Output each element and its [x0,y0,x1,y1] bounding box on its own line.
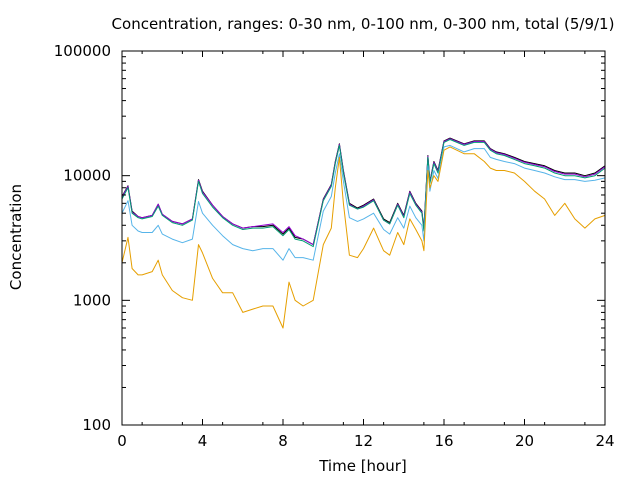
x-tick-label: 8 [278,432,288,450]
y-tick-label: 1000 [73,291,111,309]
x-tick-label: 20 [515,432,534,450]
series-line-3 [121,139,606,248]
y-tick-label: 100 [82,416,111,434]
series-line-5 [121,146,606,329]
x-tick-label: 0 [117,432,127,450]
x-tick-label: 12 [354,432,373,450]
y-tick-label: 10000 [63,167,111,185]
x-tick-label: 24 [595,432,614,450]
series-layer [121,137,606,329]
series-line-4 [121,144,606,261]
plot-frame [121,50,606,426]
x-axis-label: Time [hour] [318,457,407,475]
chart-title: Concentration, ranges: 0-30 nm, 0-100 nm… [112,15,615,33]
y-axis-label: Concentration [7,184,25,290]
x-tick-label: 16 [434,432,453,450]
tick-layer: 0 4 8 12 16 20 24 100 1000 10000 100000 [54,42,615,450]
y-tick-label: 100000 [54,42,111,60]
x-tick-label: 4 [198,432,208,450]
